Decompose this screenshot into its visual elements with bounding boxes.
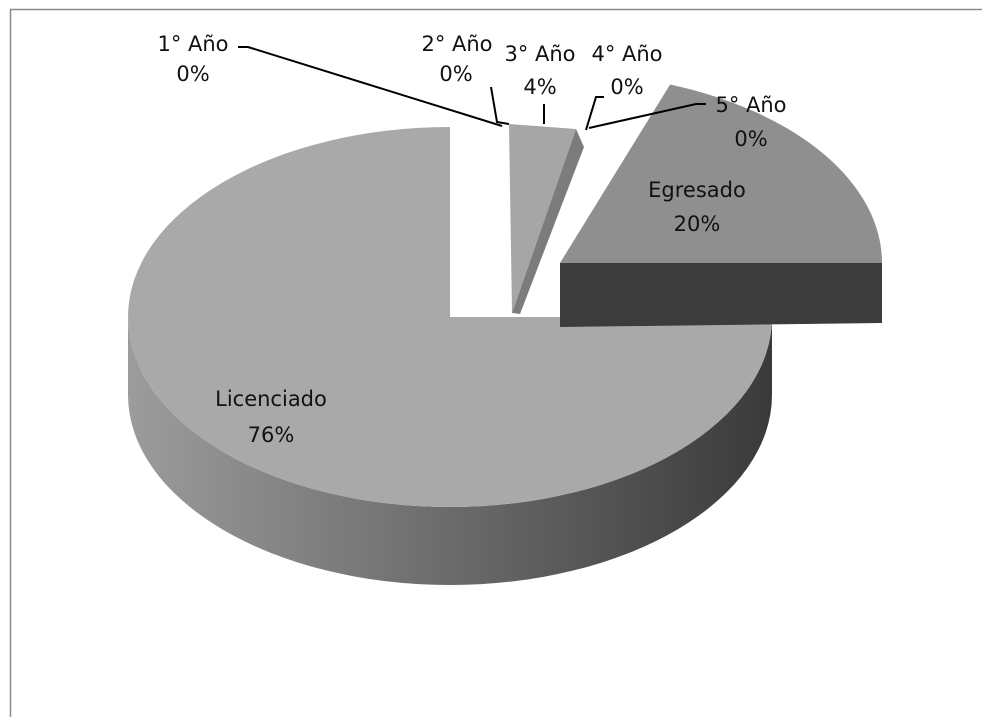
percent-5-anio: 0% [734, 127, 767, 151]
percent-3-anio: 4% [523, 75, 556, 99]
chart-border [9, 8, 982, 717]
label-5-anio: 5° Año [715, 93, 786, 117]
label-3-anio: 3° Año [504, 42, 575, 66]
leader-line-1-anio [238, 46, 503, 127]
label-licenciado: Licenciado [215, 387, 327, 411]
label-egresado: Egresado [648, 178, 746, 202]
label-1-anio: 1° Año [157, 32, 228, 56]
percent-licenciado: 76% [248, 423, 295, 447]
percent-2-anio: 0% [439, 62, 472, 86]
leader-line-2-anio [490, 86, 510, 125]
slice-3-anio [509, 124, 576, 313]
slice-side-licenciado [128, 317, 772, 585]
slice-side-egresado [560, 263, 882, 327]
slice-side-3-anio [512, 129, 584, 314]
label-2-anio: 2° Año [421, 32, 492, 56]
percent-4-anio: 0% [610, 75, 643, 99]
percent-egresado: 20% [674, 212, 721, 236]
label-4-anio: 4° Año [591, 42, 662, 66]
leader-line-4-anio [585, 96, 604, 131]
leader-line-5-anio [588, 103, 706, 129]
slice-egresado [560, 84, 882, 263]
slice-licenciado [128, 127, 772, 507]
percent-1-anio: 0% [176, 62, 209, 86]
